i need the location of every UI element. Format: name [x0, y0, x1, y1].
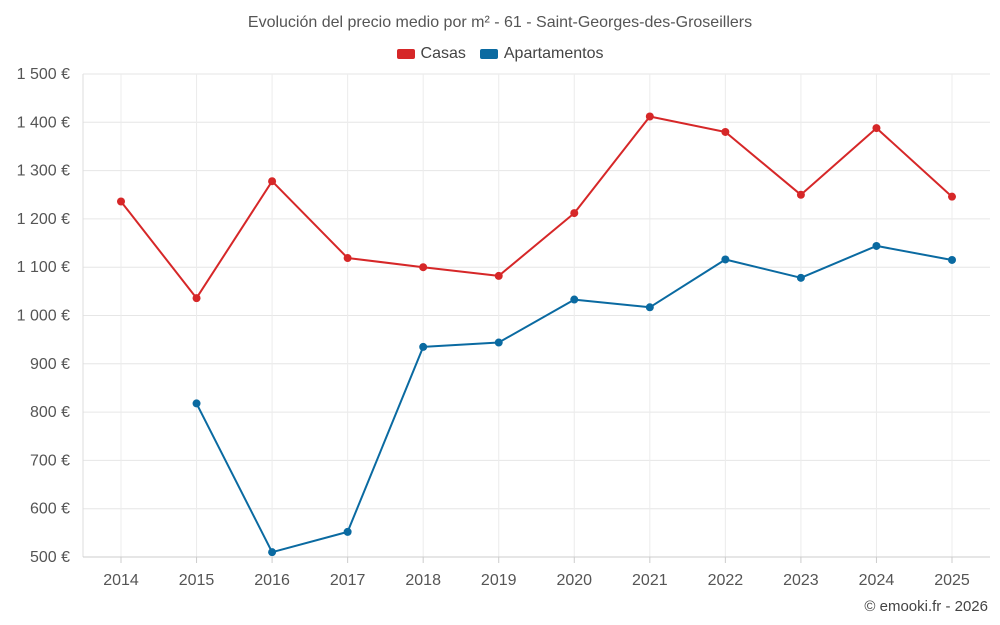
data-point-apartamentos [872, 241, 881, 250]
data-point-apartamentos [645, 303, 654, 312]
data-point-casas [948, 192, 956, 201]
x-tick-label: 2025 [934, 572, 970, 589]
x-tick-label: 2017 [330, 572, 366, 589]
credit-text: © emooki.fr - 2026 [864, 598, 988, 615]
legend-item-apartamentos[interactable]: Apartamentos [479, 45, 604, 63]
data-point-casas [494, 271, 503, 280]
x-tick-label: 2015 [179, 572, 215, 589]
y-tick-label: 800 € [30, 404, 70, 421]
x-tick-label: 2021 [632, 572, 668, 589]
y-tick-label: 1 000 € [17, 308, 70, 325]
x-tick-label: 2020 [556, 572, 592, 589]
y-tick-label: 700 € [30, 452, 70, 469]
data-point-apartamentos [343, 527, 352, 536]
chart-title: Evolución del precio medio por m² - 61 -… [247, 14, 753, 31]
data-point-apartamentos [796, 273, 805, 282]
x-tick-label: 2016 [254, 572, 290, 589]
x-tick-label: 2022 [708, 572, 744, 589]
x-tick-label: 2024 [859, 572, 895, 589]
legend-label-apartamentos: Apartamentos [503, 45, 604, 62]
x-tick-label: 2018 [405, 572, 441, 589]
data-point-apartamentos [192, 399, 201, 408]
data-point-casas [796, 190, 805, 199]
legend-label-casas: Casas [420, 45, 466, 62]
y-tick-label: 500 € [30, 549, 70, 566]
x-tick-label: 2023 [783, 572, 819, 589]
y-tick-label: 1 500 € [17, 66, 70, 83]
legend-item-casas[interactable]: Casas [396, 45, 466, 63]
series-line-casas [120, 115, 953, 300]
y-tick-label: 600 € [30, 501, 70, 518]
data-point-casas [268, 177, 277, 186]
data-point-apartamentos [268, 548, 277, 557]
y-tick-label: 1 300 € [17, 163, 70, 180]
data-point-casas [721, 127, 730, 136]
data-point-apartamentos [948, 255, 956, 264]
legend-swatch-casas [396, 49, 415, 59]
x-tick-label: 2014 [103, 572, 139, 589]
data-point-apartamentos [721, 255, 730, 264]
data-point-apartamentos [494, 338, 503, 347]
data-point-casas [570, 209, 579, 218]
data-point-casas [117, 197, 125, 206]
y-tick-label: 1 400 € [17, 114, 70, 131]
x-tick-label: 2019 [481, 572, 517, 589]
legend-swatch-apartamentos [479, 49, 498, 59]
data-point-apartamentos [419, 342, 428, 351]
data-point-casas [645, 112, 654, 121]
y-tick-label: 1 100 € [17, 259, 70, 276]
data-point-casas [419, 263, 428, 272]
data-point-casas [192, 294, 201, 303]
data-point-casas [872, 124, 881, 133]
legend: Casas Apartamentos [0, 45, 1000, 63]
data-point-apartamentos [570, 295, 579, 304]
y-tick-label: 900 € [30, 356, 70, 373]
y-tick-label: 1 200 € [17, 211, 70, 228]
data-point-casas [343, 254, 352, 263]
